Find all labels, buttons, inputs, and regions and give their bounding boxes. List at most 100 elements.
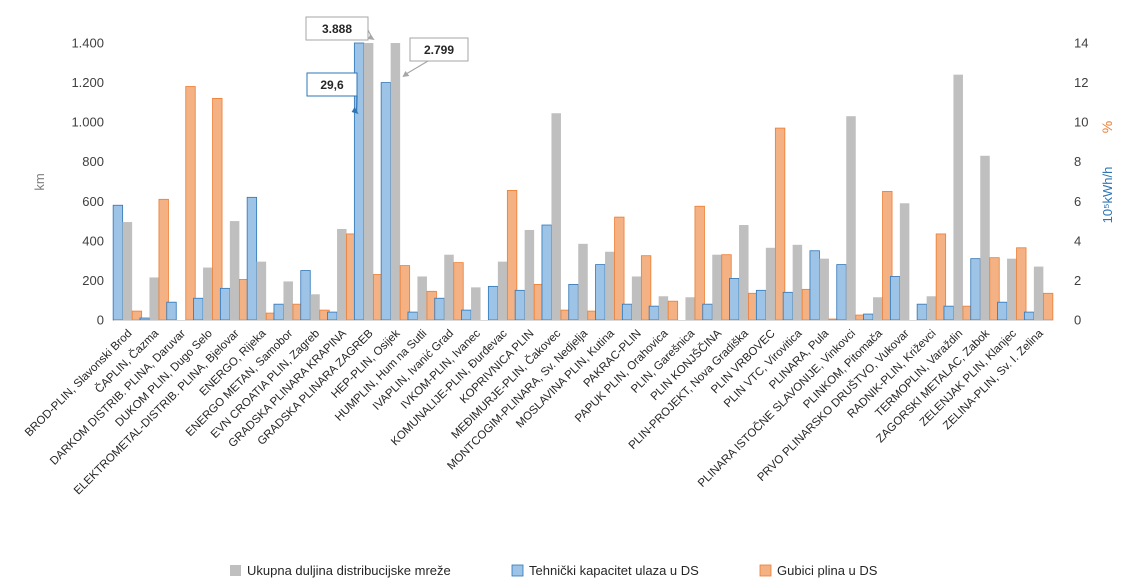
y-left-tick-label: 1.200: [71, 75, 104, 90]
y-right-tick-label: 14: [1074, 36, 1088, 51]
y-right-tick-label: 4: [1074, 233, 1081, 248]
bar-length: [873, 297, 883, 320]
bar-capacity: [434, 297, 445, 321]
y-left-tick-label: 600: [82, 194, 104, 209]
legend: Ukupna duljina distribucijske mreže Tehni…: [230, 563, 878, 578]
bar-capacity: [514, 289, 526, 321]
bar-capacity: [809, 250, 820, 321]
y-right-axis-title-kwh: 10⁵kWh/h: [1100, 167, 1115, 224]
bar-capacity: [166, 301, 177, 321]
bar-length: [846, 116, 856, 321]
bar-losses: [1016, 247, 1027, 321]
bar-capacity: [300, 270, 311, 321]
callout-box-capacity-zagreb: [306, 72, 358, 97]
legend-swatch-capacity: [511, 564, 524, 577]
callout-arrowhead-length-hep: [402, 71, 410, 77]
bar-capacity: [621, 303, 633, 321]
bar-length: [605, 251, 615, 320]
y-right-tick-label: 6: [1074, 194, 1081, 209]
bar-length: [980, 155, 990, 320]
bar-capacity: [461, 309, 472, 321]
bar-length: [203, 267, 213, 320]
bar-capacity: [327, 311, 338, 321]
bar-capacity: [755, 289, 767, 321]
y-right-tick-label: 10: [1074, 115, 1088, 130]
legend-label-length: Ukupna duljina distribucijske mreže: [247, 563, 451, 578]
bar-capacity: [729, 278, 740, 321]
legend-swatch-length: [230, 565, 241, 576]
bar-capacity: [273, 303, 284, 321]
bar-length: [953, 74, 963, 320]
callouts-layer: 3.888 2.799 29,6: [305, 16, 469, 114]
y-left-tick-label: 1.400: [71, 36, 104, 51]
bar-capacity: [782, 291, 794, 321]
bar-length: [497, 261, 508, 320]
y-left-tick-label: 800: [82, 154, 104, 169]
bar-length: [256, 261, 267, 320]
bar-losses: [1042, 292, 1054, 321]
legend-swatch-losses: [759, 564, 772, 577]
bar-capacity: [112, 204, 124, 321]
bar-capacity: [997, 301, 1008, 321]
bar-length: [1033, 266, 1044, 320]
bar-length: [578, 243, 588, 320]
bar-length: [417, 276, 427, 320]
bar-losses: [694, 205, 705, 321]
callout-box-length-zagreb: [305, 16, 369, 41]
bar-capacity: [568, 283, 579, 321]
bar-losses: [185, 86, 196, 321]
bar-capacity: [702, 303, 713, 321]
bar-length: [658, 296, 669, 320]
bar-length: [337, 228, 347, 320]
bar-length: [524, 229, 535, 320]
bar-length: [739, 225, 749, 320]
y-left-axis-title: km: [32, 173, 47, 190]
callout-box-length-hep: [409, 37, 469, 62]
bar-capacity: [487, 285, 499, 321]
bar-length: [792, 244, 803, 320]
y-right-tick-label: 12: [1074, 75, 1088, 90]
bar-length: [363, 43, 374, 320]
bar-length: [471, 287, 481, 320]
bar-length: [551, 113, 561, 321]
bar-capacity: [836, 264, 847, 321]
bar-length: [310, 294, 320, 320]
y-left-tick-label: 1.000: [71, 115, 104, 130]
bar-length: [631, 276, 642, 320]
bar-length: [122, 222, 133, 320]
bar-capacity: [889, 276, 901, 321]
y-left-tick-label: 0: [97, 313, 104, 328]
bar-length: [765, 247, 776, 320]
bars-layer: [112, 42, 1054, 321]
bar-capacity: [541, 224, 552, 321]
bar-length: [926, 296, 937, 320]
y-left-tick-label: 200: [82, 273, 104, 288]
bar-length: [390, 43, 401, 320]
callout-arrow-length-hep: [404, 60, 429, 76]
bar-capacity: [219, 287, 231, 321]
bar-length: [444, 254, 454, 320]
bar-capacity: [595, 264, 606, 321]
callout-arrowhead-capacity-zagreb: [351, 107, 359, 114]
y-left-tick-label: 400: [82, 233, 104, 248]
y-right-tick-label: 2: [1074, 273, 1081, 288]
callout-label-length-hep: 2.799: [424, 43, 454, 57]
y-right-tick-label: 8: [1074, 154, 1081, 169]
bar-capacity: [916, 303, 928, 321]
bar-losses: [212, 98, 223, 321]
bar-capacity: [407, 311, 418, 321]
bar-capacity: [380, 82, 392, 321]
bar-losses: [667, 300, 679, 321]
bar-length: [712, 254, 722, 320]
bar-losses: [774, 127, 786, 321]
bar-length: [149, 277, 159, 320]
bar-length: [1007, 258, 1017, 320]
callout-arrowhead-length-zagreb: [367, 34, 375, 40]
bar-length: [899, 203, 910, 320]
bar-length: [685, 297, 695, 320]
legend-label-losses: Gubici plina u DS: [777, 563, 878, 578]
legend-label-capacity: Tehnički kapacitet ulaza u DS: [529, 563, 699, 578]
bar-capacity: [970, 258, 981, 321]
